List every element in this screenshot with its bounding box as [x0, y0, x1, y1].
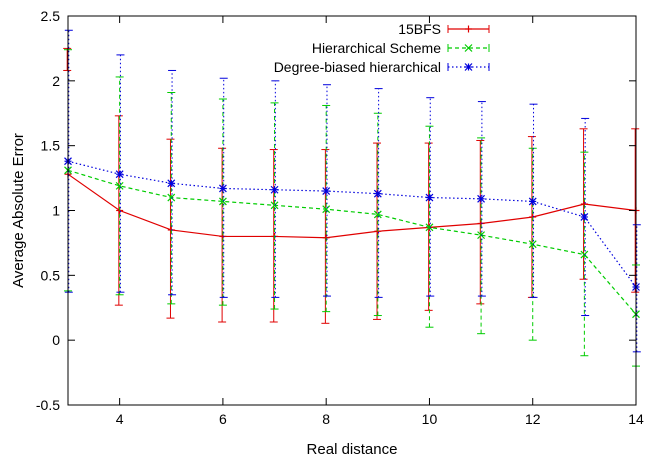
data-point	[115, 181, 124, 190]
data-point	[167, 193, 176, 202]
series-line	[67, 169, 637, 315]
marker-stroke	[528, 197, 537, 206]
data-point	[528, 197, 537, 206]
y-tick-label: 1.5	[41, 138, 61, 154]
data-layer	[63, 29, 641, 367]
x-tick-label: 14	[628, 411, 644, 427]
legend-marker	[464, 44, 473, 52]
marker-stroke	[425, 193, 434, 202]
series-2	[64, 29, 641, 353]
data-point	[322, 187, 331, 195]
y-tick-label: 0.5	[41, 267, 61, 283]
data-point	[580, 250, 589, 259]
legend-label: 15BFS	[398, 21, 441, 37]
data-point	[373, 210, 382, 219]
marker-stroke	[464, 44, 473, 52]
marker-stroke	[270, 185, 279, 194]
marker-stroke	[464, 63, 473, 71]
series-1	[64, 49, 640, 367]
marker-stroke	[580, 250, 589, 259]
legend-marker	[464, 63, 473, 71]
x-tick-label: 6	[219, 411, 227, 427]
marker-stroke	[528, 240, 537, 249]
marker-stroke	[167, 179, 176, 188]
legend-label: Hierarchical Scheme	[312, 40, 441, 56]
legend-label: Degree-biased hierarchical	[274, 59, 441, 75]
series-0	[63, 47, 640, 324]
data-point	[477, 194, 486, 203]
marker-stroke	[373, 189, 382, 198]
y-tick-label: -0.5	[36, 397, 60, 413]
marker-stroke	[580, 213, 589, 221]
marker-stroke	[373, 210, 382, 219]
ticks-layer: 4 6 8 10 12 14 -0.5 0 0.5 1 1.5 2 2.5	[36, 8, 644, 427]
x-tick-label: 10	[422, 411, 438, 427]
marker-stroke	[477, 231, 486, 240]
marker-stroke	[270, 201, 279, 210]
data-point	[425, 223, 434, 232]
x-tick-label: 4	[116, 411, 124, 427]
data-point	[373, 189, 382, 198]
marker-stroke	[322, 187, 331, 195]
data-point	[425, 193, 434, 202]
data-point	[322, 205, 331, 214]
data-point	[167, 179, 176, 188]
y-tick-label: 0	[52, 332, 60, 348]
data-point	[270, 185, 279, 194]
data-point	[477, 231, 486, 240]
legend: 15BFS Hierarchical Scheme Degree-biased hi…	[274, 21, 490, 75]
y-tick-label: 2	[52, 73, 60, 89]
marker-stroke	[218, 184, 227, 193]
x-axis-title: Real distance	[307, 441, 398, 458]
marker-stroke	[115, 181, 124, 190]
x-tick-label: 8	[322, 411, 330, 427]
data-point	[528, 240, 537, 249]
x-tick-label: 12	[525, 411, 541, 427]
data-point	[218, 197, 227, 206]
data-point	[115, 170, 124, 179]
marker-stroke	[218, 197, 227, 206]
marker-stroke	[167, 193, 176, 202]
marker-stroke	[425, 223, 434, 232]
data-point	[580, 213, 589, 221]
data-point	[218, 184, 227, 193]
marker-stroke	[477, 194, 486, 203]
y-tick-label: 2.5	[41, 8, 61, 24]
y-axis-title: Average Absolute Error	[10, 133, 27, 288]
marker-stroke	[115, 170, 124, 179]
marker-stroke	[322, 205, 331, 214]
series-line	[67, 173, 637, 239]
data-point	[270, 201, 279, 210]
series-line	[67, 160, 637, 288]
y-tick-label: 1	[52, 203, 60, 219]
legend-marker	[465, 25, 472, 33]
